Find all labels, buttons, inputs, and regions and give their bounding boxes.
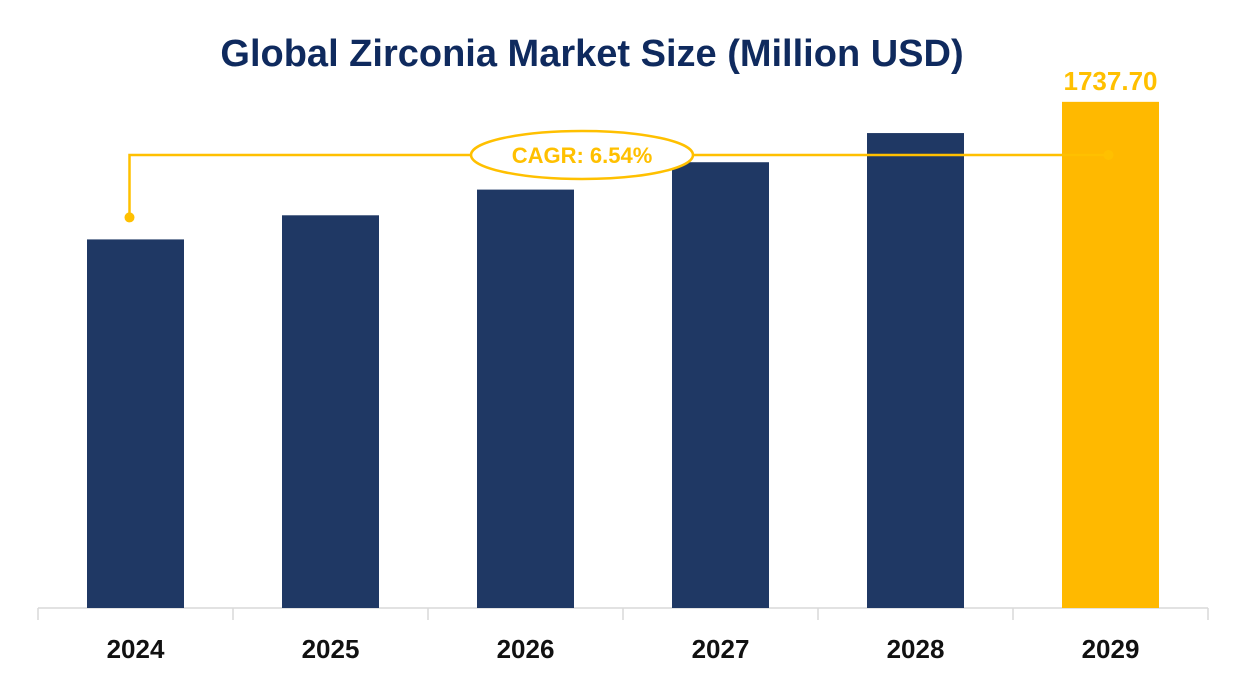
bar-2028 xyxy=(867,133,964,608)
bar-2025 xyxy=(282,215,379,609)
x-axis xyxy=(37,607,1209,620)
bar-2026 xyxy=(477,189,574,608)
x-tick-label: 2029 xyxy=(1082,634,1140,664)
cagr-label: CAGR: 6.54% xyxy=(512,143,653,168)
cagr-annotation: CAGR: 6.54% xyxy=(124,129,1114,223)
cagr-connector-line xyxy=(128,153,1109,218)
data-label-2029: 1737.70 xyxy=(1064,66,1158,96)
x-tick-label: 2026 xyxy=(497,634,555,664)
bar-2027 xyxy=(672,162,769,608)
x-tick-label: 2025 xyxy=(302,634,360,664)
cagr-bubble xyxy=(469,129,695,181)
x-tick-label: 2024 xyxy=(107,634,165,664)
chart-title: Global Zirconia Market Size (Million USD… xyxy=(220,33,963,75)
cagr-end-dot xyxy=(1103,150,1114,160)
bars-group xyxy=(87,101,1159,609)
bar-2029 xyxy=(1062,101,1159,609)
x-tick-label: 2028 xyxy=(887,634,945,664)
labels-group: 2024 2025 2026 2027 2028 2029 1737.70 xyxy=(107,66,1158,664)
cagr-start-dot xyxy=(124,212,135,223)
x-tick-label: 2027 xyxy=(692,634,750,664)
bar-2024 xyxy=(87,239,184,609)
